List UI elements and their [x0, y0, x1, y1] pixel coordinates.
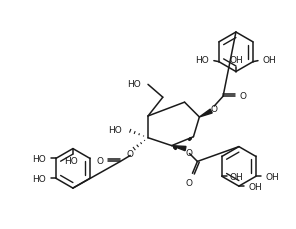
- Text: HO: HO: [127, 79, 141, 88]
- Text: OH: OH: [249, 182, 263, 191]
- Text: OH: OH: [263, 56, 277, 65]
- Text: O: O: [186, 148, 193, 157]
- Polygon shape: [200, 110, 212, 117]
- Text: O: O: [96, 156, 104, 165]
- Text: OH: OH: [229, 55, 243, 64]
- Text: HO: HO: [32, 154, 46, 163]
- Polygon shape: [172, 146, 186, 151]
- Text: O: O: [185, 178, 192, 187]
- Text: O: O: [127, 149, 134, 158]
- Text: OH: OH: [230, 172, 243, 181]
- Text: O: O: [211, 104, 218, 113]
- Text: HO: HO: [195, 56, 209, 65]
- Text: HO: HO: [32, 174, 46, 183]
- Text: O: O: [240, 91, 247, 100]
- Text: HO: HO: [109, 126, 122, 135]
- Text: HO: HO: [64, 157, 78, 166]
- Text: OH: OH: [266, 172, 280, 181]
